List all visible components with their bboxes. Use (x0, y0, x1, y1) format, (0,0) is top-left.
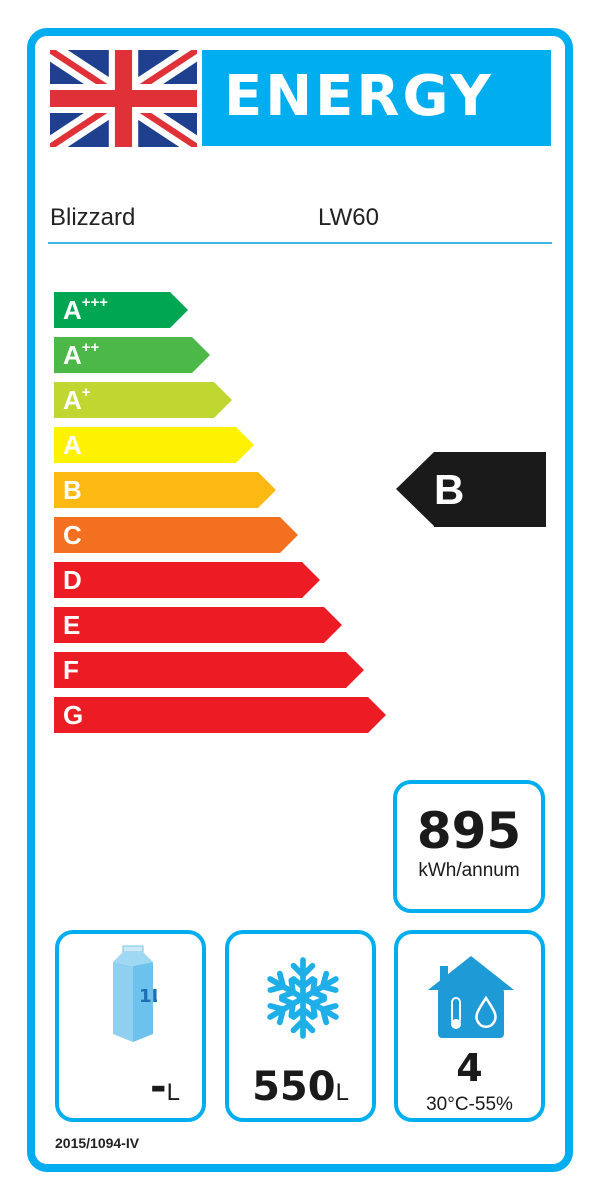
rating-indicator: B (396, 452, 546, 527)
scale-letter: C (63, 520, 82, 550)
climate-class-value: 4 (456, 1046, 483, 1090)
chilled-value: - (150, 1064, 167, 1110)
scale-plus: ++ (81, 339, 100, 356)
scale-plus: +++ (81, 294, 109, 311)
scale-letter: B (63, 475, 82, 505)
scale-letter: F (63, 655, 79, 685)
divider (48, 242, 552, 244)
chilled-volume-box: 1L -L (55, 930, 206, 1122)
house-thermometer-drop-icon (428, 956, 514, 1038)
scale-bar-ap: A+ (54, 382, 232, 418)
scale-bar-a: A (54, 427, 254, 463)
regulation-number: 2015/1094-IV (55, 1135, 140, 1151)
scale-letter: G (63, 700, 84, 730)
scale-bar-g: G (54, 697, 386, 733)
energy-title: ENERGY (202, 50, 551, 146)
scale-bar-appp: A+++ (54, 292, 188, 328)
scale-letter: D (63, 565, 82, 595)
scale-letter: E (63, 610, 81, 640)
scale-bar-f: F (54, 652, 364, 688)
scale-plus: + (81, 384, 91, 401)
scale-bar-b: B (54, 472, 276, 508)
milk-carton-icon: 1L (113, 945, 157, 1042)
scale-letter: A (63, 295, 82, 325)
scale-letter: A (63, 385, 82, 415)
supplier-name: Blizzard (50, 204, 136, 231)
climate-conditions: 30°C-55% (426, 1094, 513, 1115)
consumption-value: 895 (416, 802, 522, 860)
scale-letter: A (63, 430, 82, 460)
scale-bar-c: C (54, 517, 298, 553)
energy-consumption-box: 895 kWh/annum (393, 780, 545, 913)
frozen-unit: L (335, 1079, 349, 1106)
label-frame (27, 28, 573, 1172)
uk-flag-icon (50, 50, 197, 147)
climate-class-box: 4 30°C-55% (394, 930, 545, 1122)
scale-bar-app: A++ (54, 337, 210, 373)
consumption-unit: kWh/annum (418, 860, 520, 881)
carton-label: 1L (139, 986, 157, 1007)
scale-bar-e: E (54, 607, 342, 643)
scale-bar-d: D (54, 562, 320, 598)
scale-letter: A (63, 340, 82, 370)
frozen-value: 550 (252, 1064, 336, 1110)
model-id: LW60 (318, 204, 379, 231)
frozen-volume-box: 550L (225, 930, 376, 1122)
snowflake-icon (265, 957, 341, 1042)
chilled-unit: L (166, 1079, 180, 1106)
